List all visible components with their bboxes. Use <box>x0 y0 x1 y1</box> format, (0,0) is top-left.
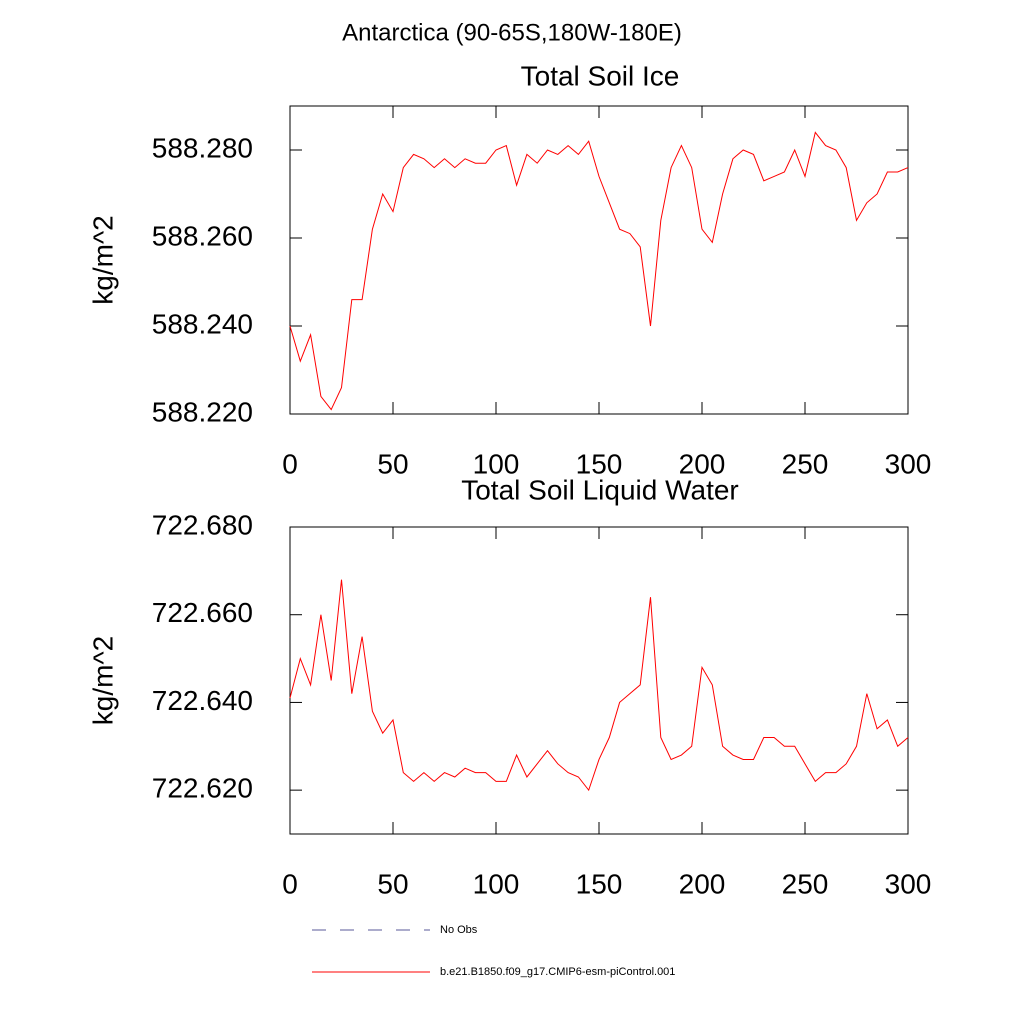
y-tick-label: 722.680 <box>152 509 253 540</box>
x-tick-label: 50 <box>377 868 408 899</box>
x-tick-label: 0 <box>282 868 298 899</box>
x-tick-label: 100 <box>473 448 520 479</box>
y-axis-label: kg/m^2 <box>87 215 118 304</box>
chart-title: Total Soil Ice <box>521 60 680 91</box>
x-tick-label: 0 <box>282 448 298 479</box>
legend-label: b.e21.B1850.f09_g17.CMIP6-esm-piControl.… <box>440 966 675 978</box>
x-tick-label: 100 <box>473 868 520 899</box>
y-tick-label: 588.220 <box>152 396 253 427</box>
x-tick-label: 150 <box>576 868 623 899</box>
x-tick-label: 300 <box>885 448 932 479</box>
x-tick-label: 150 <box>576 448 623 479</box>
chart-title: Total Soil Liquid Water <box>461 474 739 505</box>
x-tick-label: 250 <box>782 868 829 899</box>
y-tick-label: 588.280 <box>152 132 253 163</box>
x-tick-label: 300 <box>885 868 932 899</box>
plot-frame <box>289 526 909 835</box>
y-tick-label: 588.260 <box>152 220 253 251</box>
x-tick-label: 250 <box>782 448 829 479</box>
x-tick-label: 50 <box>377 448 408 479</box>
data-line <box>289 579 909 792</box>
x-tick-label: 200 <box>679 868 726 899</box>
y-tick-label: 722.660 <box>152 597 253 628</box>
x-tick-label: 200 <box>679 448 726 479</box>
plot-frame <box>289 105 909 415</box>
y-tick-label: 722.640 <box>152 685 253 716</box>
legend-label: No Obs <box>440 924 478 936</box>
y-axis-label: kg/m^2 <box>87 636 118 725</box>
y-tick-label: 588.240 <box>152 308 253 339</box>
y-tick-label: 722.620 <box>152 773 253 804</box>
data-line <box>289 131 909 411</box>
figure-title: Antarctica (90-65S,180W-180E) <box>342 19 682 46</box>
